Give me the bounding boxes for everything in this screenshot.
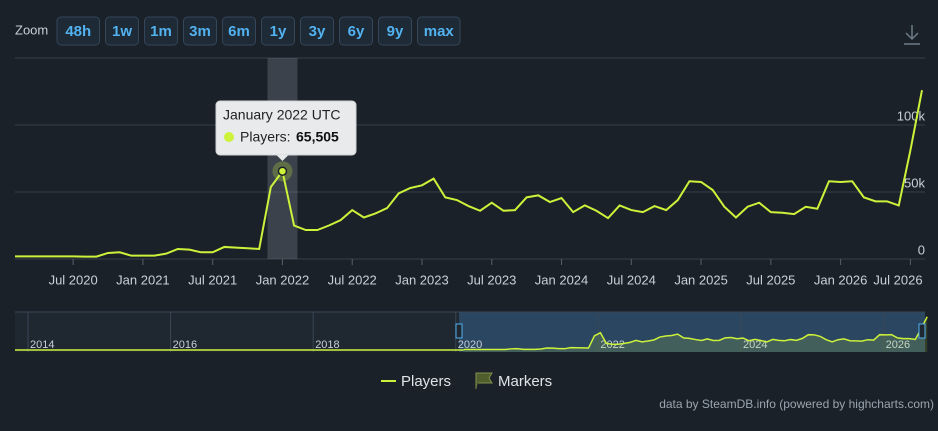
series-line bbox=[15, 89, 923, 258]
tooltip-pointer bbox=[276, 155, 289, 161]
x-tick-label: Jul 2021 bbox=[188, 272, 237, 287]
x-tick-label: Jan 2024 bbox=[535, 272, 589, 287]
x-tick-label: Jan 2023 bbox=[395, 272, 449, 287]
navigator-label: 2014 bbox=[30, 339, 54, 351]
zoom-button-box[interactable] bbox=[222, 16, 256, 46]
y-tick-label: 100k bbox=[897, 108, 926, 123]
tooltip: January 2022 UTC Players: 65,505 bbox=[215, 100, 357, 161]
zoom-button[interactable]: 1w bbox=[105, 16, 139, 46]
zoom-button[interactable]: 9y bbox=[378, 16, 412, 46]
zoom-button[interactable]: 6m bbox=[222, 16, 256, 46]
x-tick-label: Jan 2021 bbox=[116, 272, 170, 287]
x-tick-label: Jan 2022 bbox=[256, 272, 310, 287]
x-tick-label: Jul 2020 bbox=[49, 272, 98, 287]
zoom-button-box[interactable] bbox=[300, 16, 334, 46]
navigator-bg bbox=[15, 312, 925, 352]
navigator-area bbox=[463, 316, 928, 352]
zoom-button-label[interactable]: 3m bbox=[189, 23, 211, 40]
navigator-handle[interactable] bbox=[918, 323, 926, 339]
x-tick-label: Jul 2023 bbox=[467, 272, 516, 287]
zoom-button-label[interactable]: 1m bbox=[150, 23, 172, 40]
zoom-button[interactable]: 3y bbox=[300, 16, 334, 46]
navigator-label: 2018 bbox=[315, 339, 339, 351]
zoom-button-label[interactable]: max bbox=[424, 23, 455, 40]
x-tick-label: Jan 2026 bbox=[814, 272, 868, 287]
y-tick-label: 0 bbox=[918, 242, 925, 257]
zoom-button-box[interactable] bbox=[144, 16, 178, 46]
zoom-button-label[interactable]: 1y bbox=[270, 23, 287, 40]
navigator-selection bbox=[459, 312, 925, 352]
data-point bbox=[277, 166, 288, 176]
zoom-button[interactable]: 1m bbox=[144, 16, 178, 46]
zoom-button-label[interactable]: 3y bbox=[309, 23, 326, 40]
zoom-button[interactable]: 1y bbox=[261, 16, 295, 46]
legend-label[interactable]: Markers bbox=[498, 373, 552, 390]
x-tick-label: Jul 2026 bbox=[873, 272, 922, 287]
zoom-button-box[interactable] bbox=[183, 16, 217, 46]
navigator-handle[interactable] bbox=[455, 323, 463, 339]
tooltip-label: Players: bbox=[240, 129, 291, 145]
legend-label[interactable]: Players bbox=[401, 373, 451, 390]
zoom-button[interactable]: 48h bbox=[56, 16, 100, 46]
zoom-button-label[interactable]: 9y bbox=[387, 23, 404, 40]
zoom-button[interactable]: max bbox=[417, 16, 461, 46]
zoom-button[interactable]: 3m bbox=[183, 16, 217, 46]
x-tick-label: Jul 2025 bbox=[746, 272, 795, 287]
navigator-label: 2026 bbox=[886, 339, 910, 351]
legend-flag-icon bbox=[475, 372, 493, 389]
zoom-button-box[interactable] bbox=[378, 16, 412, 46]
x-tick-label: Jul 2022 bbox=[328, 272, 377, 287]
zoom-button-box[interactable] bbox=[105, 16, 139, 46]
y-tick-label: 50k bbox=[904, 175, 925, 190]
tooltip-value: 65,505 bbox=[296, 129, 339, 145]
x-tick-label: Jul 2024 bbox=[607, 272, 656, 287]
credit: data by SteamDB.info (powered by highcha… bbox=[659, 397, 934, 411]
download-icon[interactable] bbox=[904, 25, 920, 45]
tooltip-title: January 2022 UTC bbox=[223, 107, 341, 123]
zoom-button-box[interactable] bbox=[417, 16, 461, 46]
zoom-button-box[interactable] bbox=[56, 16, 100, 46]
zoom-button-box[interactable] bbox=[261, 16, 295, 46]
zoom-button-box[interactable] bbox=[339, 16, 373, 46]
zoom-button-label[interactable]: 6y bbox=[348, 23, 365, 40]
zoom-label: Zoom bbox=[15, 22, 48, 37]
zoom-button-label[interactable]: 6m bbox=[228, 23, 250, 40]
tooltip-swatch bbox=[224, 132, 234, 142]
navigator-line bbox=[463, 316, 928, 351]
zoom-button-label[interactable]: 48h bbox=[65, 23, 91, 40]
navigator-label: 2016 bbox=[173, 339, 197, 351]
navigator-label: 2020 bbox=[458, 339, 482, 351]
zoom-button[interactable]: 6y bbox=[339, 16, 373, 46]
x-tick-label: Jan 2025 bbox=[674, 272, 728, 287]
navigator-label: 2024 bbox=[743, 339, 767, 351]
zoom-button-label[interactable]: 1w bbox=[112, 23, 132, 40]
